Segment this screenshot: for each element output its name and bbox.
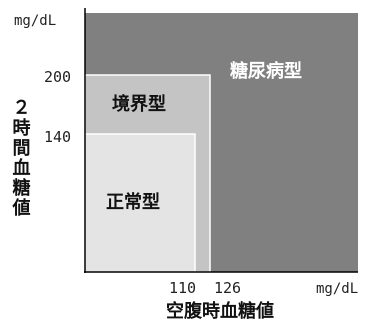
x-axis-title: 空腹時血糖値 xyxy=(166,300,274,322)
x-tick-110: 110 xyxy=(169,279,196,297)
y-tick-140: 140 xyxy=(44,128,71,146)
region-normal-label: 正常型 xyxy=(106,191,160,213)
x-tick-126: 126 xyxy=(214,279,241,297)
y-tick-200: 200 xyxy=(44,68,71,86)
x-axis-unit: mg/dL xyxy=(316,281,358,297)
region-normal xyxy=(84,133,196,273)
y-axis-title: ２時間血糖値 xyxy=(10,98,32,218)
region-diabetic-label: 糖尿病型 xyxy=(230,60,302,82)
region-borderline-label: 境界型 xyxy=(112,93,166,115)
y-axis-unit: mg/dL xyxy=(14,13,56,29)
